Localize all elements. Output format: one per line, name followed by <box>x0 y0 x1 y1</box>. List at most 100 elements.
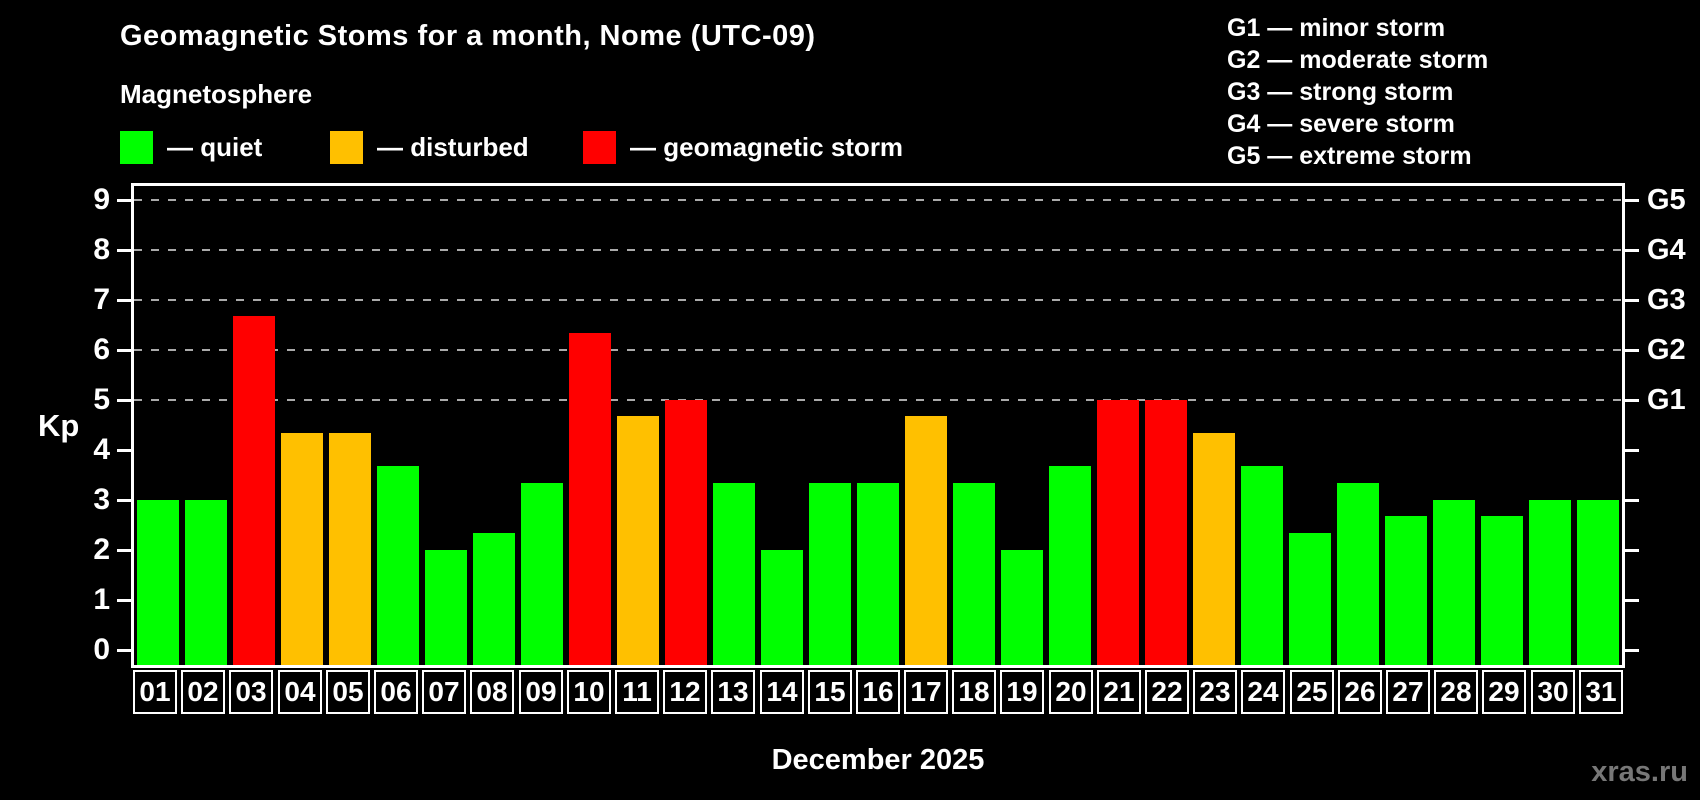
day-label-06: 06 <box>374 670 418 714</box>
legend-swatch-disturbed-icon <box>330 131 363 164</box>
g-legend-item-g2: G2 — moderate storm <box>1227 46 1489 74</box>
day-label-11: 11 <box>615 670 659 714</box>
kp-tick-right-4 <box>1625 449 1639 452</box>
bar-day-09 <box>521 483 563 665</box>
kp-tick-label-2: 2 <box>93 533 110 566</box>
watermark: xras.ru <box>1591 756 1688 788</box>
g-scale-legend: G1 — minor storm G2 — moderate storm G3 — … <box>1227 12 1488 172</box>
kp-tick-right-7 <box>1625 299 1639 302</box>
kp-tick-left-7 <box>117 299 131 302</box>
day-label-10: 10 <box>567 670 611 714</box>
kp-tick-label-4: 4 <box>93 433 110 466</box>
kp-tick-right-5 <box>1625 399 1639 402</box>
kp-tick-label-5: 5 <box>93 383 110 416</box>
bar-day-29 <box>1481 516 1523 665</box>
day-label-01: 01 <box>133 670 177 714</box>
bar-day-08 <box>473 533 515 665</box>
kp-tick-right-8 <box>1625 249 1639 252</box>
legend-swatch-quiet-icon <box>120 131 153 164</box>
kp-tick-left-4 <box>117 449 131 452</box>
day-label-05: 05 <box>326 670 370 714</box>
bar-day-25 <box>1289 533 1331 665</box>
day-label-02: 02 <box>181 670 225 714</box>
legend-item-label: — geomagnetic storm <box>630 132 904 162</box>
day-label-09: 09 <box>519 670 563 714</box>
day-label-04: 04 <box>278 670 322 714</box>
day-label-07: 07 <box>422 670 466 714</box>
kp-tick-label-8: 8 <box>93 233 110 266</box>
kp-tick-right-3 <box>1625 499 1639 502</box>
bar-day-05 <box>329 433 371 665</box>
bar-day-13 <box>713 483 755 665</box>
kp-tick-left-2 <box>117 549 131 552</box>
kp-axis-label: Kp <box>38 408 80 443</box>
day-label-23: 23 <box>1193 670 1237 714</box>
kp-tick-left-1 <box>117 599 131 602</box>
page-title: Geomagnetic Stoms for a month, Nome (UTC… <box>120 20 816 52</box>
day-label-21: 21 <box>1097 670 1141 714</box>
bar-day-01 <box>137 500 179 665</box>
g-axis-label-g5: G5 <box>1647 184 1686 216</box>
bar-day-30 <box>1529 500 1571 665</box>
bar-day-11 <box>617 416 659 665</box>
g-legend-item-g1: G1 — minor storm <box>1227 14 1446 42</box>
g-legend-item-g5: G5 — extreme storm <box>1227 142 1472 170</box>
gridline-kp-7 <box>134 299 1622 301</box>
plot-area <box>131 183 1625 668</box>
bar-day-20 <box>1049 466 1091 665</box>
kp-tick-label-7: 7 <box>93 283 110 316</box>
day-label-16: 16 <box>856 670 900 714</box>
day-label-22: 22 <box>1145 670 1189 714</box>
legend-title: Magnetosphere <box>120 79 313 109</box>
day-label-12: 12 <box>663 670 707 714</box>
kp-tick-left-6 <box>117 349 131 352</box>
day-label-24: 24 <box>1241 670 1285 714</box>
day-label-08: 08 <box>470 670 514 714</box>
kp-tick-right-9 <box>1625 199 1639 202</box>
day-label-14: 14 <box>760 670 804 714</box>
g-axis-label-g3: G3 <box>1647 284 1686 316</box>
legend-item-label: — quiet <box>167 132 263 162</box>
kp-tick-label-9: 9 <box>93 183 110 216</box>
day-label-30: 30 <box>1531 670 1575 714</box>
legend-item-quiet: — quiet <box>120 131 262 164</box>
day-label-26: 26 <box>1338 670 1382 714</box>
bar-day-17 <box>905 416 947 665</box>
gridline-kp-9 <box>134 199 1622 201</box>
bar-day-10 <box>569 333 611 665</box>
kp-tick-left-5 <box>117 399 131 402</box>
bar-day-28 <box>1433 500 1475 665</box>
bar-day-19 <box>1001 550 1043 665</box>
kp-tick-left-3 <box>117 499 131 502</box>
kp-tick-right-2 <box>1625 549 1639 552</box>
bar-day-04 <box>281 433 323 665</box>
month-label: December 2025 <box>771 744 985 776</box>
kp-tick-label-3: 3 <box>93 483 110 516</box>
kp-tick-left-9 <box>117 199 131 202</box>
bar-day-03 <box>233 316 275 665</box>
day-label-03: 03 <box>229 670 273 714</box>
gridline-kp-6 <box>134 349 1622 351</box>
bar-day-18 <box>953 483 995 665</box>
bar-day-16 <box>857 483 899 665</box>
day-label-31: 31 <box>1579 670 1623 714</box>
gridline-kp-8 <box>134 249 1622 251</box>
g-axis-label-g1: G1 <box>1647 384 1686 416</box>
day-label-25: 25 <box>1290 670 1334 714</box>
bar-day-22 <box>1145 400 1187 665</box>
bar-day-23 <box>1193 433 1235 665</box>
g-axis-label-g4: G4 <box>1647 234 1686 266</box>
bar-day-27 <box>1385 516 1427 665</box>
day-label-15: 15 <box>808 670 852 714</box>
g-legend-item-g3: G3 — strong storm <box>1227 78 1454 106</box>
day-label-28: 28 <box>1434 670 1478 714</box>
day-label-20: 20 <box>1049 670 1093 714</box>
kp-tick-label-0: 0 <box>93 633 110 666</box>
bar-day-02 <box>185 500 227 665</box>
kp-tick-right-1 <box>1625 599 1639 602</box>
gridline-kp-5 <box>134 399 1622 401</box>
bar-day-12 <box>665 400 707 665</box>
day-label-29: 29 <box>1482 670 1526 714</box>
bar-day-26 <box>1337 483 1379 665</box>
